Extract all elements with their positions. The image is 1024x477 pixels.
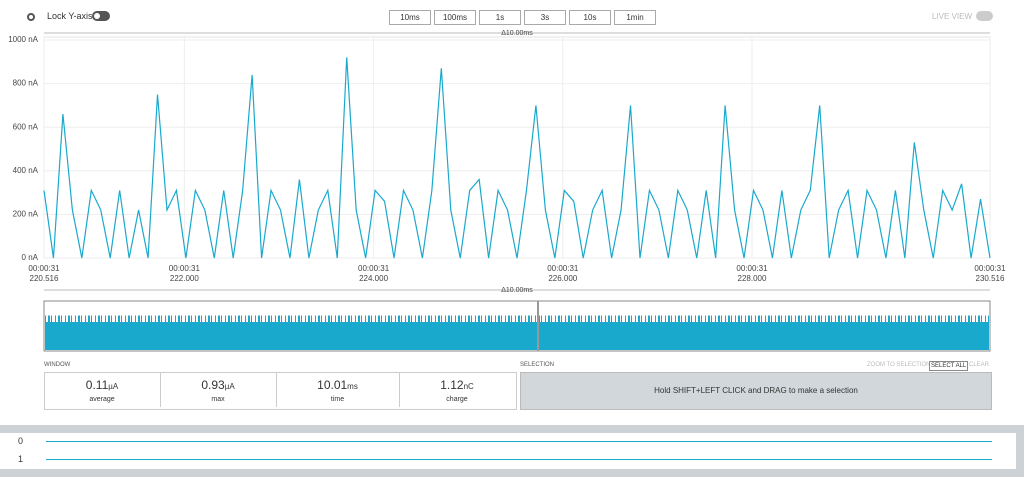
zoom-button[interactable]: 1min — [614, 10, 656, 25]
x-tick-label: 00:00:31 220.516 — [28, 264, 60, 283]
selection-title: SELECTION — [520, 362, 555, 368]
settings-icon[interactable] — [26, 12, 36, 22]
zoom-button[interactable]: 10s — [569, 10, 611, 25]
stat-unit: nC — [463, 382, 474, 391]
stat-label: time — [330, 396, 345, 403]
window-title: WINDOW — [44, 362, 71, 368]
y-tick-label: 400 nA — [13, 166, 39, 175]
delta-label: Δ10.00ms — [501, 30, 533, 37]
chart: Δ10.00ms 0 nA 200 nA 400 nA 600 nA 800 nA 100… — [8, 30, 991, 262]
x-tick-label: 00:00:31 226.000 — [547, 264, 579, 283]
channel-row: 0 — [0, 433, 1016, 451]
channel-label: 0 — [18, 436, 24, 446]
stat-cell: 1.12nC charge — [399, 373, 515, 407]
live-view-label: LIVE VIEW — [932, 12, 973, 21]
stat-unit: µA — [108, 382, 119, 391]
channel-label: 1 — [18, 454, 24, 464]
stat-cell: 0.93µA max — [160, 373, 277, 407]
stat-unit: µA — [224, 382, 235, 391]
overview: Δ10.00ms — [43, 287, 991, 352]
y-tick-label: 800 nA — [13, 79, 39, 88]
clear-button[interactable]: CLEAR — [969, 362, 990, 368]
stat-unit: ms — [347, 382, 358, 391]
x-tick-label: 00:00:31 224.000 — [358, 264, 390, 283]
plot-frame — [43, 36, 991, 259]
overview-fill — [45, 322, 989, 350]
x-tick-label: 00:00:31 222.000 — [168, 264, 200, 283]
stat-number: 0.93 — [201, 378, 225, 392]
zoom-button[interactable]: 100ms — [434, 10, 476, 25]
stat-cell: 0.11µA average — [44, 373, 161, 407]
lock-toggle[interactable] — [92, 11, 110, 21]
profiler-panel: Lock Y-axis 10ms 100ms 1s 3s 10s 1min LIVE VI… — [0, 0, 1024, 425]
stat-value: 10.01ms — [276, 378, 399, 392]
x-tick-label: 00:00:31 228.000 — [736, 264, 768, 283]
signal-line — [43, 57, 991, 259]
stat-label: max — [211, 396, 225, 403]
stat-number: 1.12 — [440, 378, 464, 392]
y-tick-label: 0 nA — [22, 253, 39, 262]
stat-label: average — [89, 396, 115, 403]
selection-hint: Hold SHIFT+LEFT CLICK and DRAG to make a… — [520, 372, 992, 410]
stat-number: 0.11 — [85, 378, 109, 392]
delta-label: Δ10.00ms — [501, 287, 533, 294]
y-tick-label: 1000 nA — [8, 35, 38, 44]
live-toggle[interactable] — [976, 11, 993, 21]
stat-value: 1.12nC — [399, 378, 515, 392]
y-tick-label: 200 nA — [13, 210, 39, 219]
x-tick-label: 00:00:31 230.516 — [974, 264, 1006, 283]
stat-cell: 10.01ms time — [276, 373, 400, 407]
zoom-button[interactable]: 3s — [524, 10, 566, 25]
stat-value: 0.93µA — [160, 378, 276, 392]
zoom-button[interactable]: 10ms — [389, 10, 431, 25]
stat-number: 10.01 — [317, 378, 348, 392]
zoom-selection-button[interactable]: ZOOM TO SELECTION — [867, 362, 931, 368]
zoom-button[interactable]: 1s — [479, 10, 521, 25]
lock-label: Lock Y-axis — [47, 11, 93, 21]
y-tick-label: 600 nA — [13, 122, 39, 131]
window-box — [44, 372, 517, 410]
stat-value: 0.11µA — [44, 378, 160, 392]
stat-label: charge — [446, 396, 468, 403]
select-all-button[interactable]: SELECT ALL — [929, 361, 969, 371]
channel-row: 1 — [0, 451, 1016, 469]
